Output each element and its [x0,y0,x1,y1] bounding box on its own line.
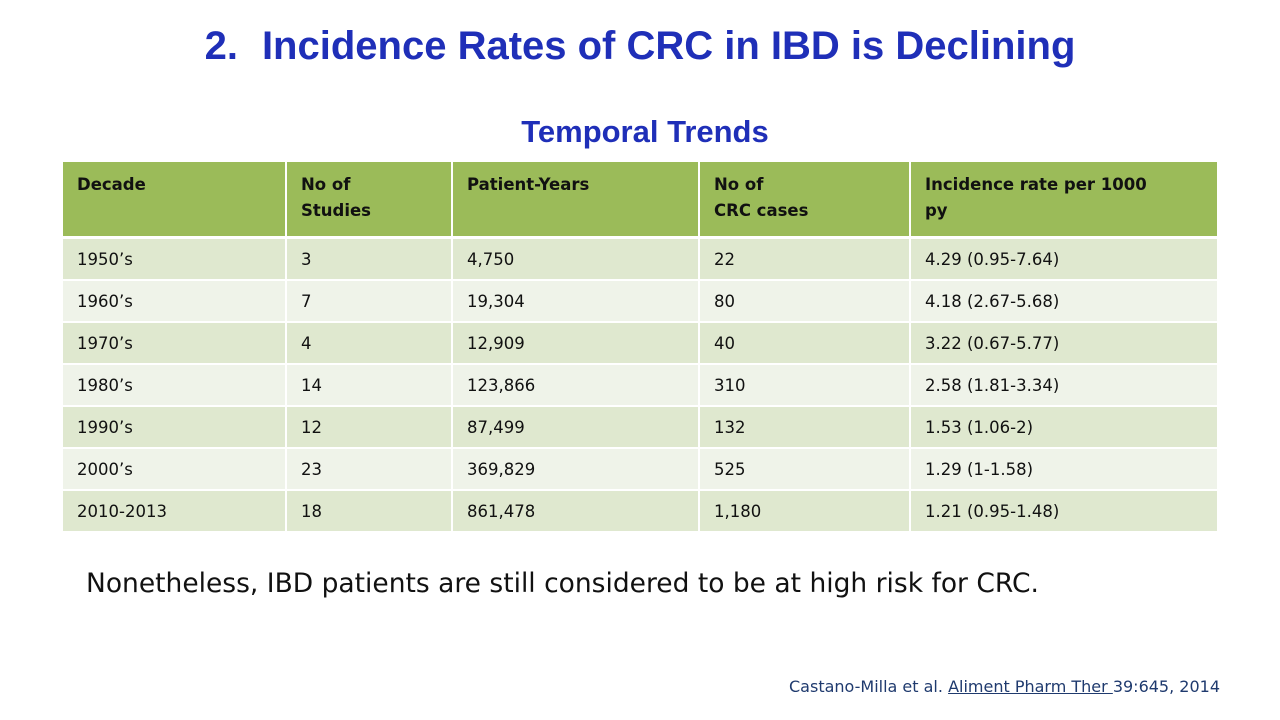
cell-studies: 7 [286,280,453,323]
cell-studies: 4 [286,322,453,365]
table-row: 2010-2013 18 861,478 1,180 1.21 (0.95-1.… [63,490,1217,533]
table-row: 1990’s 12 87,499 132 1.53 (1.06-2) [63,406,1217,449]
header-no-of-crc-cases: No of CRC cases [699,162,911,239]
cell-decade: 2000’s [63,448,287,491]
header-incidence-rate: Incidence rate per 1000 py [910,162,1217,239]
cell-patient-years: 123,866 [452,364,700,407]
cell-patient-years: 12,909 [452,322,700,365]
table-row: 2000’s 23 369,829 525 1.29 (1-1.58) [63,448,1217,491]
cell-incidence-rate: 1.29 (1-1.58) [910,448,1217,491]
slide-title-number: 2. [204,24,238,68]
cell-incidence-rate: 4.18 (2.67-5.68) [910,280,1217,323]
cell-incidence-rate: 2.58 (1.81-3.34) [910,364,1217,407]
cell-patient-years: 19,304 [452,280,700,323]
cell-crc-cases: 1,180 [699,490,911,533]
slide-title: 2. Incidence Rates of CRC in IBD is Decli… [0,24,1280,69]
citation-volume-pages: 39:645, 2014 [1112,677,1220,696]
cell-crc-cases: 132 [699,406,911,449]
cell-crc-cases: 22 [699,237,911,281]
slide-title-text: Incidence Rates of CRC in IBD is Declini… [261,24,1076,68]
cell-patient-years: 87,499 [452,406,700,449]
table-row: 1980’s 14 123,866 310 2.58 (1.81-3.34) [63,364,1217,407]
cell-decade: 1970’s [63,322,287,365]
cell-incidence-rate: 4.29 (0.95-7.64) [910,237,1217,281]
cell-decade: 1980’s [63,364,287,407]
cell-patient-years: 861,478 [452,490,700,533]
cell-studies: 14 [286,364,453,407]
cell-decade: 1960’s [63,280,287,323]
cell-patient-years: 369,829 [452,448,700,491]
cell-decade: 1990’s [63,406,287,449]
cell-crc-cases: 310 [699,364,911,407]
cell-incidence-rate: 1.21 (0.95-1.48) [910,490,1217,533]
cell-crc-cases: 525 [699,448,911,491]
citation-journal-link[interactable]: Aliment Pharm Ther [948,677,1113,696]
cell-patient-years: 4,750 [452,237,700,281]
cell-decade: 2010-2013 [63,490,287,533]
cell-incidence-rate: 1.53 (1.06-2) [910,406,1217,449]
slide-subtitle: Temporal Trends [521,114,769,149]
citation-authors: Castano-Milla et al. [789,677,943,696]
table-row: 1950’s 3 4,750 22 4.29 (0.95-7.64) [63,237,1217,281]
risk-note: Nonetheless, IBD patients are still cons… [86,568,1039,599]
cell-crc-cases: 80 [699,280,911,323]
header-no-of-studies: No of Studies [286,162,453,239]
table-row: 1970’s 4 12,909 40 3.22 (0.67-5.77) [63,322,1217,365]
cell-studies: 23 [286,448,453,491]
cell-studies: 12 [286,406,453,449]
header-patient-years: Patient-Years [452,162,700,239]
cell-decade: 1950’s [63,237,287,281]
table-header-row: Decade No of Studies Patient-Years No of C… [63,162,1217,239]
table-row: 1960’s 7 19,304 80 4.18 (2.67-5.68) [63,280,1217,323]
header-decade: Decade [63,162,287,239]
cell-incidence-rate: 3.22 (0.67-5.77) [910,322,1217,365]
temporal-trends-table: Decade No of Studies Patient-Years No of C… [63,162,1217,533]
cell-crc-cases: 40 [699,322,911,365]
cell-studies: 18 [286,490,453,533]
cell-studies: 3 [286,237,453,281]
citation: Castano-Milla et al. Aliment Pharm Ther … [789,677,1220,696]
